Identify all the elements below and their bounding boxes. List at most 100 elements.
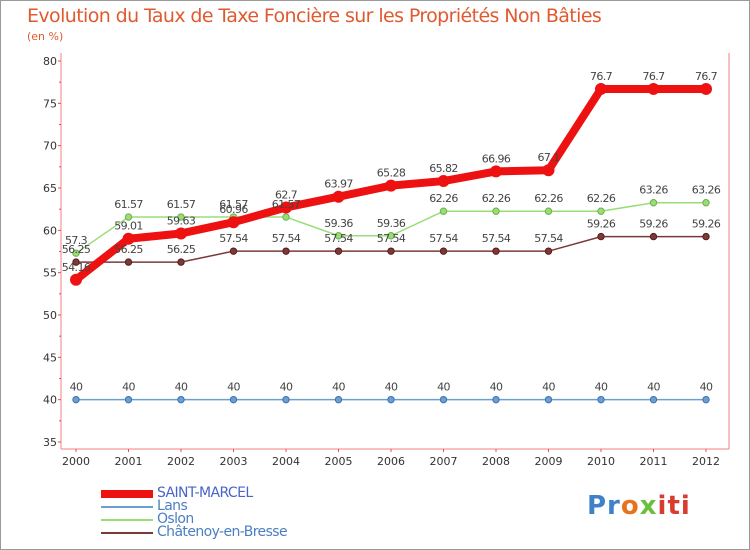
- legend-swatch: [101, 532, 153, 534]
- logo-part-3: x: [639, 491, 658, 521]
- y-tick-label: 40: [43, 394, 57, 407]
- series-point-3: [177, 258, 185, 266]
- series-point-3: [387, 247, 395, 255]
- data-label-2: 61.57: [167, 198, 196, 211]
- data-label-3: 57.54: [534, 232, 563, 245]
- x-tick-label: 2009: [535, 455, 563, 468]
- series-point-1: [702, 395, 710, 404]
- chart-unit-label: (en %): [27, 30, 64, 43]
- data-label-1: 40: [385, 381, 398, 394]
- x-tick-label: 2004: [272, 455, 300, 468]
- series-point-2: [649, 199, 658, 207]
- series-point-2: [72, 249, 80, 257]
- series-point-1: [649, 395, 658, 404]
- x-tick-label: 2006: [377, 455, 405, 468]
- logo-part-4: iti: [657, 491, 691, 521]
- data-label-1: 40: [647, 381, 660, 394]
- series-point-3: [124, 258, 133, 266]
- data-label-0: 62.7: [275, 188, 298, 201]
- x-tick-label: 2001: [115, 455, 143, 468]
- series-point-2: [282, 213, 290, 221]
- series-point-0: [542, 164, 555, 177]
- series-point-2: [702, 199, 710, 207]
- chart-title: Evolution du Taux de Taxe Foncière sur l…: [27, 5, 602, 27]
- data-label-3: 57.54: [482, 232, 511, 245]
- data-label-3: 57.54: [377, 232, 406, 245]
- x-tick-label: 2010: [587, 455, 615, 468]
- y-tick-label: 50: [43, 309, 57, 322]
- series-point-1: [387, 395, 395, 404]
- series-point-3: [439, 247, 448, 255]
- data-label-3: 57.54: [324, 232, 353, 245]
- series-point-0: [70, 273, 82, 286]
- data-label-3: 59.26: [692, 218, 721, 231]
- data-label-0: 66.96: [482, 152, 511, 165]
- y-tick-label: 55: [43, 267, 57, 280]
- data-label-0: 76.7: [642, 70, 665, 83]
- data-label-0: 76.7: [590, 70, 613, 83]
- series-point-0: [332, 190, 345, 203]
- logo-part-1: Pr: [587, 491, 621, 521]
- proxiti-logo: Proxiti: [587, 491, 691, 521]
- data-label-0: 63.97: [324, 178, 353, 191]
- series-point-3: [334, 247, 343, 255]
- data-label-2: 63.26: [639, 184, 668, 197]
- y-tick-label: 35: [43, 436, 57, 449]
- x-tick-label: 2007: [430, 455, 458, 468]
- data-label-2: 59.36: [377, 217, 406, 230]
- series-point-0: [437, 175, 450, 188]
- legend-swatch: [101, 490, 153, 498]
- series-point-1: [492, 395, 500, 404]
- series-point-1: [334, 395, 343, 404]
- series-point-0: [280, 201, 292, 214]
- data-label-1: 40: [280, 381, 293, 394]
- data-label-3: 57.54: [429, 232, 458, 245]
- series-point-0: [227, 216, 240, 229]
- data-label-2: 62.26: [534, 192, 563, 205]
- x-tick-label: 2000: [62, 455, 90, 468]
- series-point-2: [597, 207, 605, 215]
- y-tick-label: 70: [43, 140, 57, 153]
- series-point-0: [385, 179, 397, 192]
- data-label-3: 59.26: [639, 218, 668, 231]
- data-label-0: 60.96: [219, 203, 248, 216]
- series-point-1: [597, 395, 605, 404]
- series-point-0: [122, 232, 135, 245]
- data-label-1: 40: [542, 381, 555, 394]
- y-tick-label: 45: [43, 351, 57, 364]
- data-label-3: 56.25: [167, 243, 196, 256]
- y-tick-label: 75: [43, 97, 57, 110]
- series-point-1: [229, 395, 238, 404]
- data-label-1: 40: [437, 381, 450, 394]
- series-point-0: [175, 227, 187, 240]
- data-label-1: 40: [595, 381, 608, 394]
- data-label-0: 76.7: [695, 70, 718, 83]
- series-point-1: [72, 395, 80, 404]
- data-label-1: 40: [70, 381, 83, 394]
- data-label-0: 65.28: [377, 167, 406, 180]
- data-label-2: 57.3: [65, 234, 88, 247]
- x-tick-label: 2002: [167, 455, 195, 468]
- series-point-3: [649, 232, 658, 241]
- data-label-0: 54.16: [62, 261, 91, 274]
- data-label-3: 57.54: [219, 232, 248, 245]
- x-tick-label: 2008: [482, 455, 510, 468]
- series-point-0: [490, 165, 502, 178]
- x-tick-label: 2005: [325, 455, 353, 468]
- x-tick-label: 2011: [640, 455, 668, 468]
- series-point-1: [439, 395, 448, 404]
- series-point-0: [595, 82, 607, 95]
- data-label-2: 61.57: [114, 198, 143, 211]
- series-point-3: [492, 247, 500, 255]
- legend-label: Châtenoy-en-Bresse: [157, 524, 288, 540]
- series-point-3: [282, 247, 290, 255]
- series-point-1: [177, 395, 185, 404]
- y-tick-label: 80: [43, 55, 57, 68]
- legend-label: Oslon: [157, 511, 194, 527]
- series-point-3: [597, 232, 605, 241]
- series-point-3: [544, 247, 553, 255]
- data-label-2: 63.26: [692, 184, 721, 197]
- data-label-0: 67.1: [537, 151, 559, 164]
- series-point-3: [72, 258, 80, 266]
